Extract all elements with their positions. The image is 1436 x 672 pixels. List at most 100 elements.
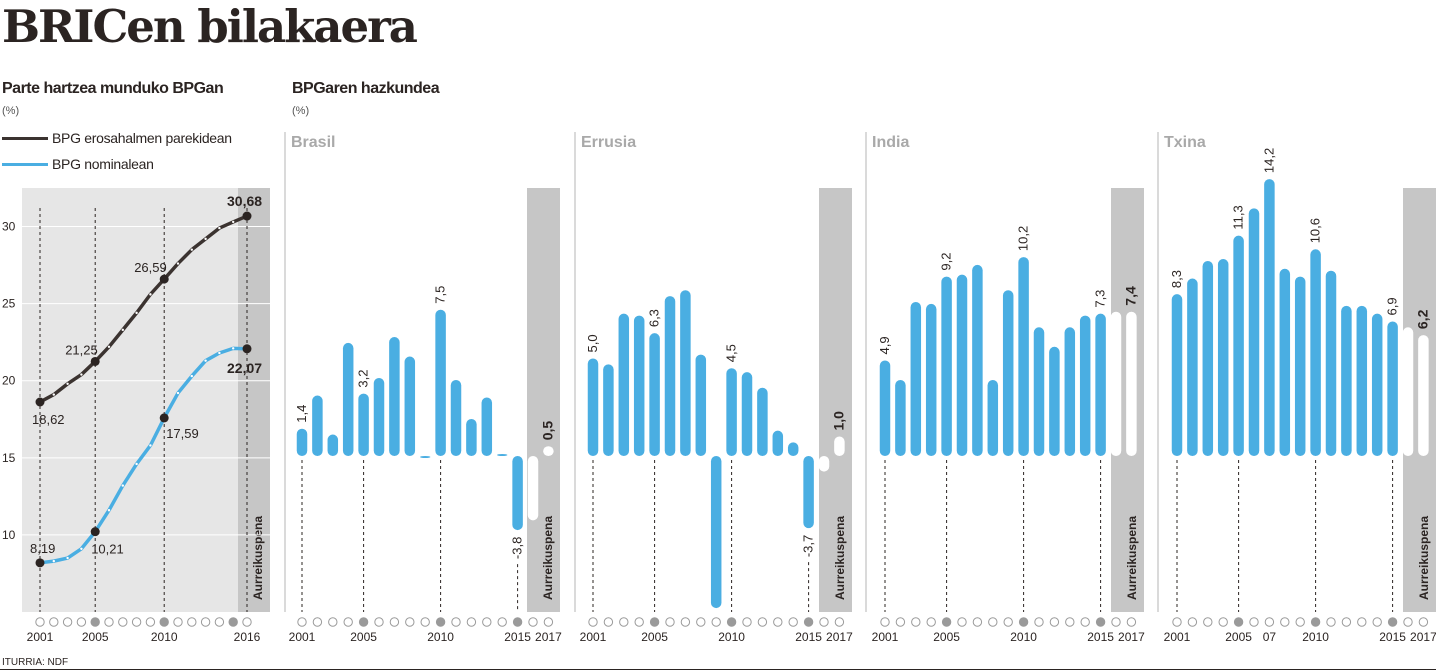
errusia-bar-2010 — [726, 368, 737, 456]
errusia-x-tick-marker — [788, 617, 798, 627]
errusia-data-label: 4,5 — [724, 344, 739, 362]
brasil-x-tick-marker — [420, 617, 430, 627]
share-highlight-point — [90, 356, 100, 366]
brasil-bar-2003 — [327, 434, 339, 456]
errusia-bar-2007 — [680, 290, 691, 456]
india-bar-2010 — [1018, 257, 1029, 456]
brasil-bar-2013 — [481, 397, 493, 456]
txina-x-tick-marker — [1218, 617, 1228, 627]
share-point — [232, 220, 235, 224]
brasil-x-tick-label: 2015 — [504, 630, 531, 644]
errusia-x-tick-marker — [665, 617, 675, 627]
brasil-x-tick-label: 2005 — [350, 630, 377, 644]
brasil-bar-2008 — [404, 356, 416, 456]
errusia-bar-2017 — [834, 436, 845, 456]
india-bar-2016 — [1110, 311, 1122, 456]
share-x-tick-marker — [214, 617, 225, 627]
txina-x-tick-marker — [1264, 617, 1275, 627]
txina-x-tick-marker — [1233, 617, 1244, 627]
share-x-tick-marker — [145, 617, 156, 627]
share-point — [176, 262, 180, 265]
errusia-bar-2011 — [741, 372, 753, 456]
txina-bar-2015 — [1387, 321, 1398, 456]
india-x-tick-marker — [1018, 617, 1029, 627]
errusia-bar-2014 — [787, 442, 799, 456]
errusia-bar-2015 — [803, 456, 814, 529]
india-bar-2001 — [879, 360, 891, 456]
page-title: BRICen bilakaera — [2, 0, 418, 53]
india-forecast-label: Aurreikuspena — [1125, 516, 1139, 600]
txina-panel-title: Txina — [1164, 134, 1206, 151]
india-x-tick-label: 2010 — [1010, 630, 1037, 644]
india-x-tick-label: 2015 — [1087, 630, 1114, 644]
share-point — [232, 347, 235, 350]
txina-bar-2013 — [1356, 305, 1368, 456]
share-x-tick-marker — [104, 617, 114, 627]
india-x-tick-label: 2001 — [872, 630, 899, 644]
india-bar-2003 — [910, 301, 922, 456]
share-point — [80, 547, 83, 550]
txina-data-label: 6,9 — [1385, 297, 1400, 315]
share-data-label: 10,21 — [91, 542, 124, 557]
share-y-tick-label: 20 — [2, 374, 16, 388]
brasil-data-label: -3,8 — [510, 537, 525, 559]
share-point — [190, 248, 193, 251]
india-bar-2008 — [987, 379, 999, 456]
india-x-tick-marker — [1080, 617, 1090, 627]
india-data-label: 9,2 — [939, 253, 954, 271]
legend-swatch-ppp — [2, 137, 48, 140]
brasil-data-label: 3,2 — [356, 370, 371, 388]
txina-x-tick-marker — [1341, 617, 1352, 627]
txina-x-tick-marker — [1295, 617, 1305, 627]
brasil-x-tick-label: 2017 — [535, 630, 562, 644]
share-x-tick-marker — [242, 617, 252, 627]
brasil-bar-2016 — [527, 456, 539, 521]
brasil-bar-2009 — [419, 456, 431, 458]
india-x-tick-marker — [1034, 617, 1044, 627]
txina-x-tick-marker — [1187, 617, 1198, 627]
share-highlight-point — [242, 211, 252, 221]
share-point — [176, 391, 180, 395]
txina-bar-2005 — [1233, 235, 1244, 456]
txina-x-tick-marker — [1249, 617, 1259, 627]
brasil-x-tick-marker — [435, 617, 446, 627]
brasil-x-tick-marker — [451, 617, 461, 627]
errusia-x-tick-marker — [773, 617, 783, 627]
errusia-panel-title: Errusia — [581, 134, 636, 151]
share-highlight-point — [35, 397, 45, 407]
errusia-bar-2016 — [818, 456, 830, 472]
errusia-x-tick-marker — [803, 617, 814, 627]
legend-item-ppp: BPG erosahalmen parekidean — [2, 130, 262, 146]
errusia-forecast-band — [819, 188, 852, 612]
errusia-bar-2009 — [710, 456, 722, 609]
errusia-x-tick-marker — [634, 617, 644, 627]
brasil-bar-2012 — [466, 418, 477, 456]
share-y-tick-label: 25 — [2, 297, 16, 311]
india-x-tick-marker — [926, 617, 936, 627]
share-chart-subtitle: Parte hartzea munduko BPGan — [2, 80, 224, 97]
share-highlight-point — [35, 558, 45, 568]
brasil-bar-2007 — [389, 337, 400, 456]
share-x-tick-marker — [159, 617, 169, 627]
errusia-x-tick-marker — [819, 617, 829, 627]
india-x-tick-label: 2017 — [1118, 630, 1145, 644]
txina-x-tick-marker — [1403, 617, 1413, 627]
txina-x-tick-marker — [1387, 617, 1398, 627]
brasil-bar-2010 — [435, 309, 446, 456]
brasil-bar-2002 — [312, 395, 323, 456]
growth-chart-unit: (%) — [292, 105, 310, 117]
errusia-x-tick-marker — [696, 617, 706, 627]
share-x-tick-label: 2005 — [82, 630, 109, 644]
share-point — [121, 484, 125, 487]
legend-item-nominal: BPG nominalean — [2, 156, 262, 172]
errusia-x-tick-marker — [757, 617, 768, 627]
legend-swatch-nominal — [2, 163, 48, 166]
txina-bar-2006 — [1248, 208, 1260, 456]
share-x-tick-marker — [131, 617, 142, 627]
txina-bar-2008 — [1279, 268, 1291, 456]
brasil-bar-2017 — [543, 446, 554, 456]
india-bar-2015 — [1095, 313, 1106, 456]
india-panel-title: India — [872, 134, 909, 151]
share-point — [80, 373, 83, 376]
